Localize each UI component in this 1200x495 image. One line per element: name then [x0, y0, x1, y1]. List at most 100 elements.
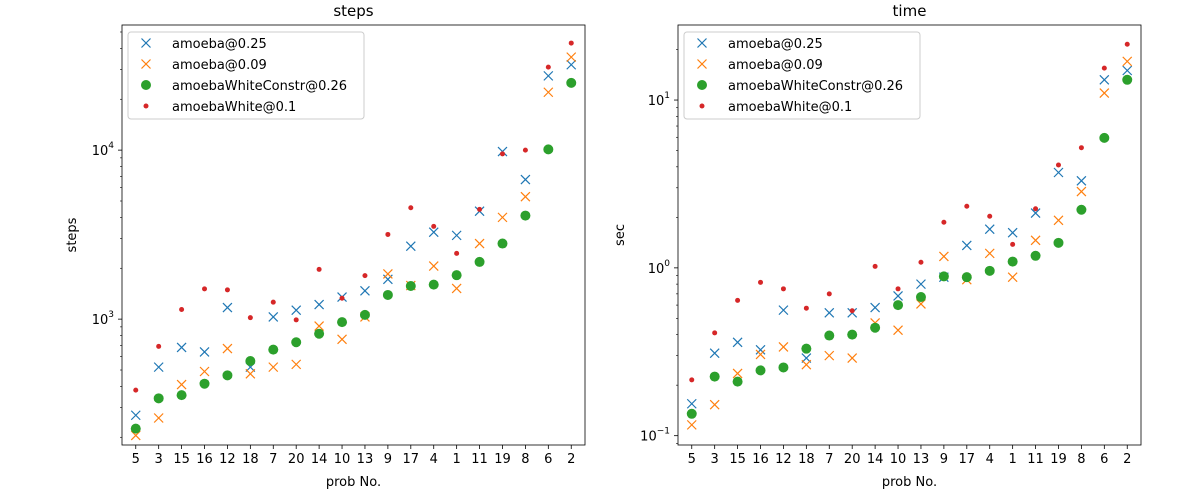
- steps-chart: steps prob No. steps 5 3 15 16 12 18 7 20 14 10 13…: [65, 2, 586, 490]
- steps-y-axis-label: steps: [65, 217, 80, 252]
- time-x-tick-label: 20: [844, 452, 861, 467]
- steps-point-series-3: [431, 223, 437, 229]
- steps-point-series-3: [224, 287, 230, 293]
- steps-point-series-2: [153, 393, 164, 404]
- steps-point-series-2: [543, 144, 554, 155]
- time-legend: amoeba@0.25 amoeba@0.09 amoebaWhiteConstr@…: [683, 31, 921, 120]
- time-point-series-0: [1076, 175, 1087, 186]
- time-legend-label: amoeba@0.25: [728, 37, 823, 52]
- time-legend-marker: [697, 59, 707, 69]
- steps-point-series-3: [316, 266, 322, 272]
- steps-point-series-3: [362, 273, 368, 279]
- steps-point-series-2: [222, 370, 233, 381]
- time-point-series-0: [984, 224, 995, 235]
- steps-point-series-3: [247, 315, 253, 321]
- steps-x-tick-label: 16: [196, 452, 213, 467]
- steps-point-series-0: [520, 174, 531, 185]
- time-point-series-1: [1099, 88, 1110, 99]
- time-point-series-3: [1101, 65, 1107, 71]
- steps-point-series-1: [451, 283, 462, 294]
- time-point-series-0: [1122, 65, 1133, 76]
- steps-x-tick-label: 17: [403, 452, 420, 467]
- time-point-series-1: [1122, 56, 1133, 67]
- steps-point-series-1: [199, 366, 210, 377]
- steps-x-tick-label: 19: [494, 452, 511, 467]
- time-point-series-2: [686, 408, 697, 419]
- time-point-series-1: [732, 368, 743, 379]
- time-x-tick-label: 7: [825, 452, 833, 467]
- time-plot-frame: [677, 24, 1142, 446]
- steps-point-series-3: [133, 387, 139, 393]
- time-point-series-0: [732, 337, 743, 348]
- steps-point-series-3: [454, 250, 460, 256]
- steps-point-series-1: [566, 52, 577, 63]
- steps-point-series-2: [382, 289, 393, 300]
- time-point-series-3: [849, 308, 855, 314]
- steps-x-tick-label: 12: [219, 452, 236, 467]
- steps-x-tick-label: 13: [357, 452, 374, 467]
- steps-x-tick-label: 14: [311, 452, 328, 467]
- time-point-series-2: [1122, 74, 1133, 85]
- time-point-series-0: [824, 307, 835, 318]
- time-chart-marks: [686, 41, 1133, 430]
- time-y-ticks: 10−1 100 101: [640, 49, 678, 445]
- steps-point-series-2: [130, 423, 141, 434]
- steps-point-series-1: [337, 334, 347, 345]
- steps-point-series-3: [179, 307, 185, 313]
- time-point-series-2: [847, 329, 858, 340]
- steps-legend-marker: [141, 38, 151, 48]
- time-point-series-1: [1007, 272, 1018, 283]
- time-legend-label: amoebaWhiteConstr@0.26: [728, 79, 903, 94]
- time-x-tick-label: 13: [913, 452, 930, 467]
- steps-chart-title: steps: [333, 2, 373, 20]
- time-point-series-3: [987, 213, 993, 219]
- steps-x-tick-label: 9: [384, 452, 392, 467]
- steps-point-series-1: [291, 359, 302, 370]
- time-chart: time prob No. sec 5 3 15 16 12 18 7 20 14 10 13 9 17…: [613, 2, 1142, 490]
- time-chart-title: time: [893, 2, 927, 20]
- time-x-tick-label: 19: [1050, 452, 1067, 467]
- time-point-series-0: [1053, 167, 1064, 178]
- time-x-tick-label: 16: [752, 452, 769, 467]
- time-point-series-2: [824, 330, 835, 341]
- steps-x-tick-label: 15: [173, 452, 190, 467]
- time-point-series-1: [1076, 186, 1087, 197]
- time-x-tick-label: 6: [1100, 452, 1108, 467]
- time-point-series-0: [916, 279, 926, 290]
- steps-plot-frame: [121, 24, 586, 446]
- steps-point-series-2: [337, 317, 348, 328]
- steps-point-series-0: [199, 346, 210, 357]
- time-point-series-0: [1099, 74, 1110, 85]
- time-point-series-2: [1076, 204, 1087, 215]
- steps-point-series-0: [130, 410, 141, 421]
- steps-point-series-3: [270, 299, 276, 305]
- time-point-series-2: [915, 292, 926, 303]
- steps-x-tick-label: 3: [155, 452, 163, 467]
- steps-x-ticks: 5 3 15 16 12 18 7 20 14 10 13 9 17 4 1 11 19 8 6 2: [132, 445, 575, 467]
- steps-x-tick-label: 6: [544, 452, 552, 467]
- time-legend-label: amoeba@0.09: [728, 58, 823, 73]
- time-x-tick-label: 17: [959, 452, 976, 467]
- time-point-series-2: [1007, 256, 1018, 267]
- steps-point-series-1: [497, 212, 508, 223]
- time-point-series-0: [755, 344, 766, 355]
- time-point-series-0: [686, 398, 697, 409]
- time-x-tick-label: 9: [940, 452, 948, 467]
- time-y-tick-label: 100: [648, 259, 671, 277]
- steps-point-series-3: [156, 343, 162, 349]
- time-x-tick-label: 3: [711, 452, 719, 467]
- steps-point-series-1: [176, 379, 187, 390]
- steps-x-tick-label: 18: [242, 452, 259, 467]
- steps-x-tick-label: 20: [288, 452, 305, 467]
- steps-point-series-3: [385, 231, 391, 237]
- time-x-tick-label: 2: [1123, 452, 1131, 467]
- steps-x-tick-label: 2: [567, 452, 575, 467]
- steps-point-series-0: [153, 362, 164, 373]
- steps-x-tick-label: 10: [334, 452, 351, 467]
- steps-point-series-3: [477, 206, 483, 212]
- time-point-series-2: [1030, 250, 1041, 261]
- time-x-tick-label: 11: [1027, 452, 1044, 467]
- steps-y-tick-label: 103: [92, 310, 114, 328]
- steps-point-series-2: [245, 356, 256, 367]
- steps-point-series-2: [314, 328, 325, 339]
